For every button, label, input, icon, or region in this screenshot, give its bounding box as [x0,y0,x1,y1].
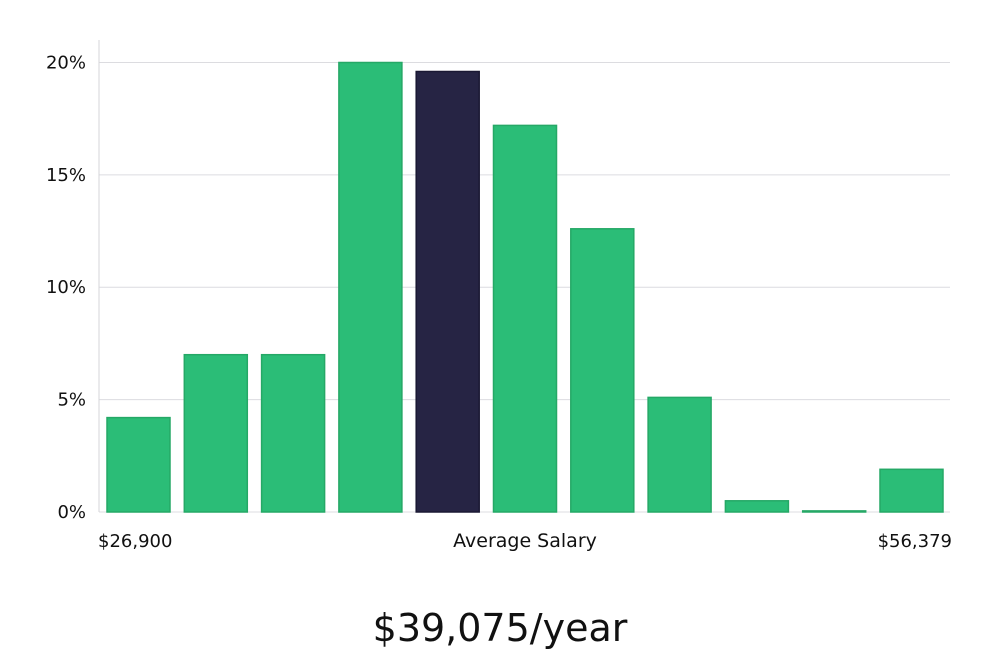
y-tick-label: 15% [46,165,86,186]
bar [338,61,403,513]
bar [570,228,635,513]
bar [801,510,867,513]
bar [492,124,558,513]
bars [106,61,944,513]
salary-histogram: 0% 5% 10% 15% 20% $26,900 Average Salary $56… [46,40,952,552]
bar [879,468,944,513]
y-tick-label: 20% [46,52,86,73]
bar [724,500,790,513]
bar [647,396,712,513]
average-salary-value: $39,075/year [372,606,628,650]
y-axis-ticks: 0% 5% 10% 15% 20% [46,52,86,523]
x-axis-title: Average Salary [453,530,597,552]
y-tick-label: 0% [57,502,86,523]
bar [183,353,249,513]
y-tick-label: 5% [57,390,86,411]
bar-highlighted [415,70,480,513]
bar [106,416,171,513]
bar [260,353,326,513]
x-min-label: $26,900 [98,531,172,552]
x-max-label: $56,379 [878,531,952,552]
y-tick-label: 10% [46,277,86,298]
